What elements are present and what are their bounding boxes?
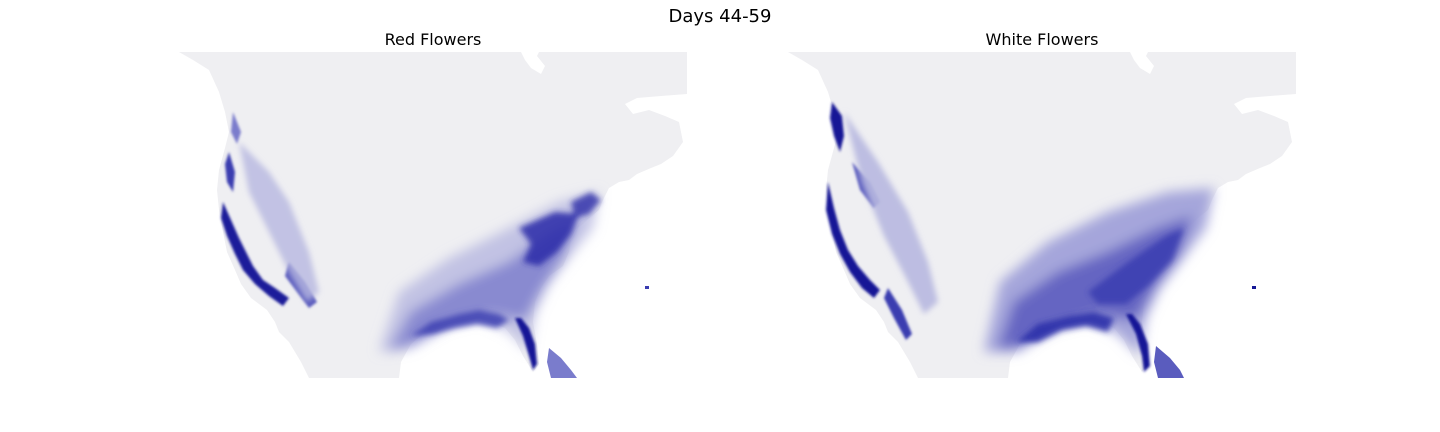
caribbean-islands	[1154, 286, 1256, 378]
panel-title-white-flowers: White Flowers	[985, 30, 1099, 49]
caribbean-islands	[547, 286, 649, 378]
map-panel-red-flowers: Red Flowers	[179, 30, 687, 380]
bloom-florida	[1126, 314, 1150, 372]
bloom-west-haze	[239, 142, 319, 302]
land-mass	[788, 52, 1296, 378]
bloom-southeast-diffuse	[984, 188, 1214, 356]
map-canvas	[788, 52, 1296, 378]
figure-title: Days 44-59	[668, 6, 772, 27]
map-canvas	[179, 52, 687, 378]
panel-title-red-flowers: Red Flowers	[384, 30, 482, 49]
map-red-flowers	[179, 52, 687, 378]
bloom-southeast-core	[411, 192, 601, 336]
bloom-west-haze	[844, 112, 938, 314]
map-panel-white-flowers: White Flowers	[788, 30, 1296, 380]
map-white-flowers	[788, 52, 1296, 378]
bloom-southeast-core	[1016, 228, 1184, 342]
bloom-florida	[515, 318, 537, 370]
